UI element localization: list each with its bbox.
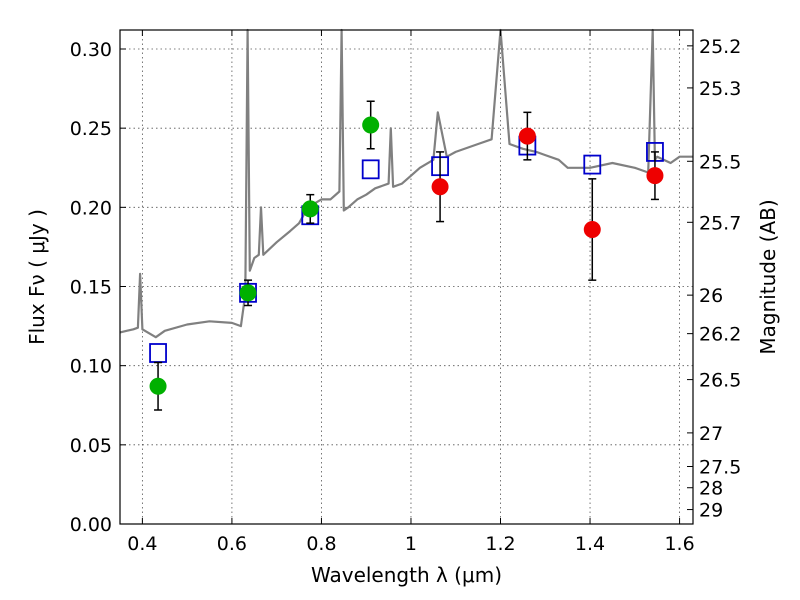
y-tick-label: 0.05	[70, 435, 112, 457]
x-tick-label: 1	[405, 533, 417, 555]
observed-point	[431, 178, 449, 196]
right-tick-label: 26.2	[699, 324, 741, 346]
right-axis-label: Magnitude (AB)	[756, 199, 780, 354]
y-tick-label: 0.00	[70, 514, 112, 536]
x-tick-label: 1.2	[485, 533, 515, 555]
spectrum-layer	[119, 28, 693, 339]
right-tick-label: 25.7	[699, 212, 741, 234]
right-tick-label: 25.2	[699, 36, 741, 58]
right-tick-label: 25.3	[699, 78, 741, 100]
x-tick-label: 1.6	[664, 533, 694, 555]
x-tick-label: 1.4	[575, 533, 605, 555]
right-tick-label: 28	[699, 478, 723, 500]
x-tick-label: 0.6	[217, 533, 247, 555]
observed-point	[583, 221, 601, 238]
observed-point	[646, 167, 664, 185]
x-axis-label: Wavelength λ (μm)	[311, 563, 502, 587]
x-tick-label: 0.4	[127, 533, 157, 555]
marker-layer	[149, 100, 664, 411]
model-square	[583, 154, 602, 175]
tick-layer: 0.4 0.6 0.8 1 1.2 1.4 1.6 0.00 0.05 0.10 0.15 0.20 0…	[70, 30, 741, 555]
observed-point	[239, 284, 257, 302]
right-tick-label: 27	[699, 423, 723, 445]
y-tick-label: 0.30	[70, 39, 112, 61]
spectrum-line	[119, 28, 693, 339]
observed-point	[149, 377, 167, 395]
right-tick-label: 29	[699, 500, 723, 522]
x-tick-label: 0.8	[306, 533, 336, 555]
right-tick-label: 26	[699, 285, 723, 307]
grid-layer	[120, 30, 693, 525]
right-tick-label: 27.5	[699, 457, 741, 479]
observed-point	[518, 127, 536, 145]
model-square	[361, 159, 380, 180]
observed-point	[362, 116, 380, 134]
y-tick-label: 0.15	[70, 277, 112, 299]
right-tick-label: 26.5	[699, 370, 741, 392]
y-tick-label: 0.20	[70, 197, 112, 219]
y-tick-label: 0.25	[70, 118, 112, 140]
observed-point	[301, 200, 319, 218]
y-tick-label: 0.10	[70, 356, 112, 378]
model-square	[149, 343, 167, 363]
right-tick-label: 25.5	[699, 151, 741, 173]
y-axis-label: Flux Fν ( μJy )	[25, 209, 49, 345]
plot-frame	[119, 29, 694, 525]
